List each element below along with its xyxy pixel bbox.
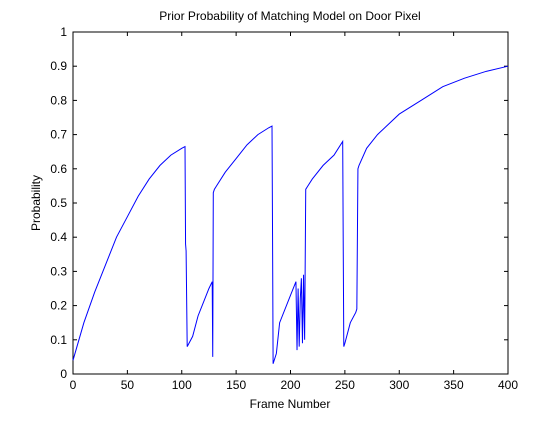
y-tick-label: 0.7 xyxy=(50,128,67,142)
y-tick-label: 0.1 xyxy=(50,333,67,347)
x-tick-label: 200 xyxy=(280,378,300,392)
x-axis-label: Frame Number xyxy=(250,397,331,411)
x-tick-label: 300 xyxy=(389,378,409,392)
x-tick-label: 250 xyxy=(335,378,355,392)
x-tick-label: 50 xyxy=(121,378,135,392)
y-tick-label: 0.4 xyxy=(50,230,67,244)
y-tick-label: 0.6 xyxy=(50,162,67,176)
y-axis-label: Probability xyxy=(29,175,43,231)
y-tick-label: 0.8 xyxy=(50,93,67,107)
chart-title: Prior Probability of Matching Model on D… xyxy=(159,9,420,23)
y-tick-label: 0.2 xyxy=(50,299,67,313)
y-tick-label: 0.9 xyxy=(50,59,67,73)
y-tick-label: 1 xyxy=(60,25,67,39)
x-tick-label: 350 xyxy=(444,378,464,392)
x-tick-label: 400 xyxy=(498,378,518,392)
series-line xyxy=(72,65,509,364)
y-tick-label: 0.3 xyxy=(50,264,67,278)
x-tick-label: 150 xyxy=(226,378,246,392)
x-tick-label: 0 xyxy=(70,378,77,392)
plot-area-frame xyxy=(72,31,509,375)
y-tick-label: 0.5 xyxy=(50,196,67,210)
y-tick-label: 0 xyxy=(60,367,67,381)
x-tick-label: 100 xyxy=(172,378,192,392)
